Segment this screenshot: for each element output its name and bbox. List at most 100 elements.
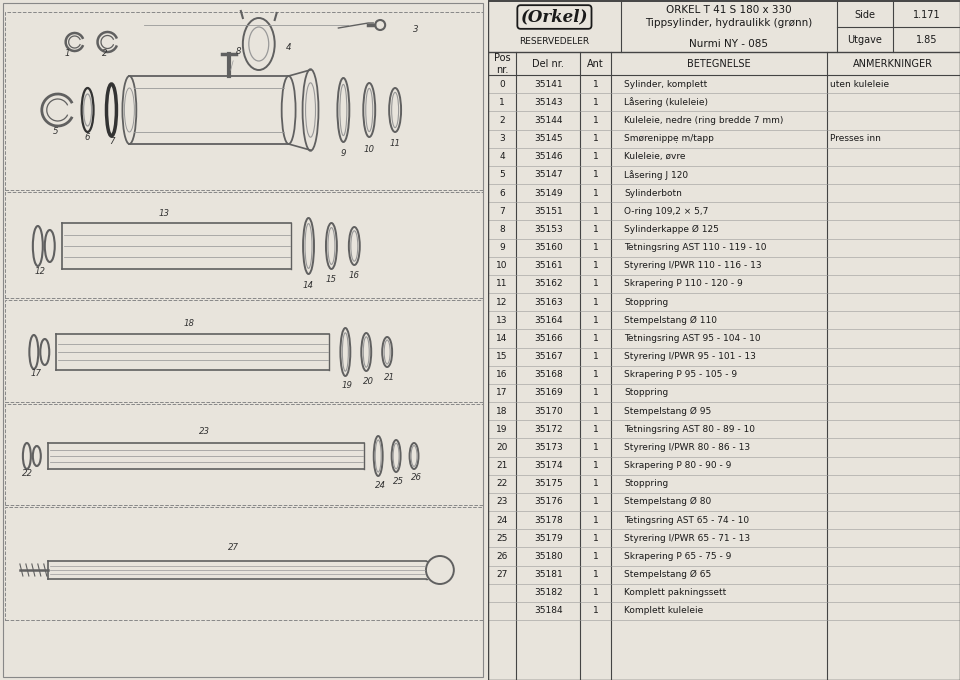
Text: Kuleleie, øvre: Kuleleie, øvre (624, 152, 685, 161)
Text: 35145: 35145 (534, 134, 563, 143)
Text: 20: 20 (363, 377, 373, 386)
Text: 21: 21 (496, 461, 508, 470)
Text: 35174: 35174 (534, 461, 563, 470)
Text: Utgave: Utgave (847, 35, 882, 45)
Text: 7: 7 (108, 137, 114, 146)
Text: Smørenippẹ m/tapp: Smørenippẹ m/tapp (624, 134, 714, 143)
Text: 1: 1 (592, 334, 598, 343)
Text: 17: 17 (496, 388, 508, 397)
Text: 5: 5 (53, 128, 59, 137)
Text: ORKEL T 41 S 180 x 330: ORKEL T 41 S 180 x 330 (666, 5, 792, 15)
Text: 9: 9 (499, 243, 505, 252)
Text: 35166: 35166 (534, 334, 563, 343)
Text: Presses inn: Presses inn (829, 134, 880, 143)
Text: 4: 4 (286, 42, 292, 52)
Text: Styrering I/PWR 95 - 101 - 13: Styrering I/PWR 95 - 101 - 13 (624, 352, 756, 361)
Text: 19: 19 (496, 425, 508, 434)
Text: 13: 13 (158, 209, 170, 218)
Text: 35168: 35168 (534, 370, 563, 379)
Text: Stempelstang Ø 95: Stempelstang Ø 95 (624, 407, 711, 415)
Text: 35164: 35164 (534, 316, 563, 325)
Text: Skrapering P 110 - 120 - 9: Skrapering P 110 - 120 - 9 (624, 279, 743, 288)
Text: 4: 4 (499, 152, 505, 161)
Bar (5, 404, 483, 505)
Text: 14: 14 (496, 334, 508, 343)
Text: 1: 1 (592, 279, 598, 288)
Text: 11: 11 (496, 279, 508, 288)
Text: 1: 1 (592, 461, 598, 470)
Text: 25: 25 (393, 477, 403, 486)
Text: 6: 6 (84, 133, 90, 143)
Text: Tippsylinder, hydraulikk (grønn): Tippsylinder, hydraulikk (grønn) (645, 18, 812, 28)
Text: 35172: 35172 (534, 425, 563, 434)
Text: Låsering (kuleleie): Låsering (kuleleie) (624, 97, 708, 107)
Text: 35180: 35180 (534, 552, 563, 561)
Text: 3: 3 (413, 25, 419, 35)
Text: 17: 17 (31, 369, 41, 379)
Text: 13: 13 (496, 316, 508, 325)
Text: 16: 16 (496, 370, 508, 379)
Text: O-ring 109,2 × 5,7: O-ring 109,2 × 5,7 (624, 207, 708, 216)
Text: 1: 1 (499, 98, 505, 107)
Text: 35178: 35178 (534, 515, 563, 524)
Text: 1: 1 (592, 134, 598, 143)
Text: 1: 1 (592, 352, 598, 361)
Text: Stempelstang Ø 110: Stempelstang Ø 110 (624, 316, 717, 325)
Text: 1.85: 1.85 (917, 35, 938, 45)
Text: 35179: 35179 (534, 534, 563, 543)
Text: 35147: 35147 (534, 171, 563, 180)
Text: Tetningsring AST 95 - 104 - 10: Tetningsring AST 95 - 104 - 10 (624, 334, 761, 343)
Text: 35161: 35161 (534, 261, 563, 270)
Text: BETEGNELSE: BETEGNELSE (687, 59, 751, 69)
Text: 12: 12 (35, 267, 45, 275)
Text: 1: 1 (592, 152, 598, 161)
Text: Nurmi NY - 085: Nurmi NY - 085 (689, 39, 768, 49)
Text: Side: Side (854, 10, 875, 20)
Text: 1: 1 (592, 370, 598, 379)
Text: 35163: 35163 (534, 298, 563, 307)
Text: 35149: 35149 (534, 188, 563, 198)
Text: 1: 1 (592, 207, 598, 216)
Text: 35162: 35162 (534, 279, 563, 288)
Text: 14: 14 (303, 280, 314, 290)
Text: 22: 22 (496, 479, 508, 488)
Text: 26: 26 (411, 473, 421, 483)
Text: Stempelstang Ø 80: Stempelstang Ø 80 (624, 497, 711, 507)
Text: 8: 8 (236, 46, 242, 56)
Text: 23: 23 (199, 428, 209, 437)
Bar (5, 507, 483, 620)
Text: Sylinder, komplett: Sylinder, komplett (624, 80, 708, 88)
Text: 1: 1 (592, 261, 598, 270)
Text: 10: 10 (496, 261, 508, 270)
Text: 35144: 35144 (534, 116, 563, 125)
Text: 35151: 35151 (534, 207, 563, 216)
Text: 1: 1 (592, 316, 598, 325)
Text: Tetningsring AST 110 - 119 - 10: Tetningsring AST 110 - 119 - 10 (624, 243, 767, 252)
Text: 19: 19 (342, 381, 353, 390)
Text: 1: 1 (592, 388, 598, 397)
Text: 16: 16 (348, 271, 360, 280)
Text: 1: 1 (592, 479, 598, 488)
Text: Komplett kuleleie: Komplett kuleleie (624, 607, 704, 615)
Text: 0: 0 (499, 80, 505, 88)
Text: 27: 27 (228, 543, 239, 552)
Text: 35160: 35160 (534, 243, 563, 252)
Text: 6: 6 (499, 188, 505, 198)
Text: 2: 2 (499, 116, 505, 125)
Text: 35167: 35167 (534, 352, 563, 361)
Text: 1: 1 (592, 298, 598, 307)
Text: 27: 27 (496, 570, 508, 579)
Text: Skrapering P 95 - 105 - 9: Skrapering P 95 - 105 - 9 (624, 370, 737, 379)
Text: 9: 9 (341, 150, 347, 158)
Text: 1: 1 (592, 116, 598, 125)
Text: 1: 1 (592, 225, 598, 234)
Text: 1: 1 (592, 407, 598, 415)
Text: 35181: 35181 (534, 570, 563, 579)
Bar (5, 192, 483, 298)
Text: 3: 3 (499, 134, 505, 143)
Text: 1: 1 (65, 50, 70, 58)
Text: 8: 8 (499, 225, 505, 234)
Text: Styrering I/PWR 65 - 71 - 13: Styrering I/PWR 65 - 71 - 13 (624, 534, 751, 543)
Text: 1: 1 (592, 515, 598, 524)
Text: 1: 1 (592, 588, 598, 597)
